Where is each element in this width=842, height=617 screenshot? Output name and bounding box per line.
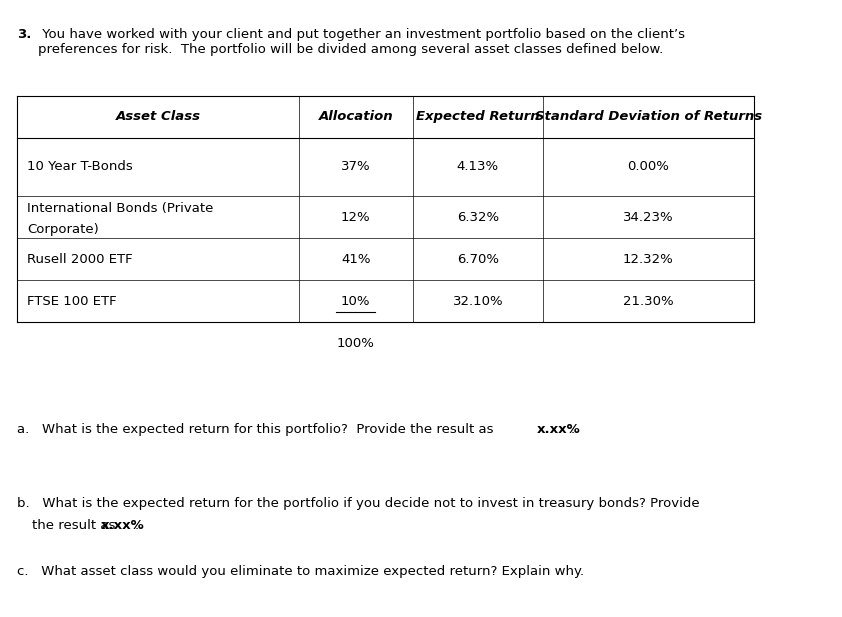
Text: .: . — [571, 423, 575, 436]
Text: a.   What is the expected return for this portfolio?  Provide the result as: a. What is the expected return for this … — [17, 423, 498, 436]
Text: International Bonds (Private: International Bonds (Private — [27, 202, 213, 215]
Text: 34.23%: 34.23% — [623, 210, 674, 224]
Text: 6.32%: 6.32% — [456, 210, 499, 224]
Text: .: . — [135, 519, 139, 532]
Text: 3.: 3. — [17, 28, 31, 41]
Text: 10 Year T-Bonds: 10 Year T-Bonds — [27, 160, 133, 173]
Text: Asset Class: Asset Class — [115, 110, 200, 123]
Text: x.xx%: x.xx% — [537, 423, 581, 436]
Text: 37%: 37% — [341, 160, 370, 173]
Text: Allocation: Allocation — [318, 110, 393, 123]
Text: FTSE 100 ETF: FTSE 100 ETF — [27, 294, 116, 308]
Text: 21.30%: 21.30% — [623, 294, 674, 308]
Text: Rusell 2000 ETF: Rusell 2000 ETF — [27, 252, 132, 266]
Text: Expected Return: Expected Return — [416, 110, 540, 123]
Text: 32.10%: 32.10% — [452, 294, 504, 308]
Text: You have worked with your client and put together an investment portfolio based : You have worked with your client and put… — [38, 28, 685, 56]
Text: the result as: the result as — [32, 519, 120, 532]
Text: 10%: 10% — [341, 294, 370, 308]
Text: 6.70%: 6.70% — [457, 252, 498, 266]
Text: Corporate): Corporate) — [27, 223, 99, 236]
Text: 12%: 12% — [341, 210, 370, 224]
Text: x.xx%: x.xx% — [101, 519, 145, 532]
Text: 4.13%: 4.13% — [456, 160, 499, 173]
Text: Standard Deviation of Returns: Standard Deviation of Returns — [535, 110, 762, 123]
Text: c.   What asset class would you eliminate to maximize expected return? Explain w: c. What asset class would you eliminate … — [17, 565, 584, 578]
Text: 12.32%: 12.32% — [623, 252, 674, 266]
Text: 41%: 41% — [341, 252, 370, 266]
Text: 0.00%: 0.00% — [627, 160, 669, 173]
Text: b.   What is the expected return for the portfolio if you decide not to invest i: b. What is the expected return for the p… — [17, 497, 700, 510]
Text: 100%: 100% — [337, 336, 375, 350]
